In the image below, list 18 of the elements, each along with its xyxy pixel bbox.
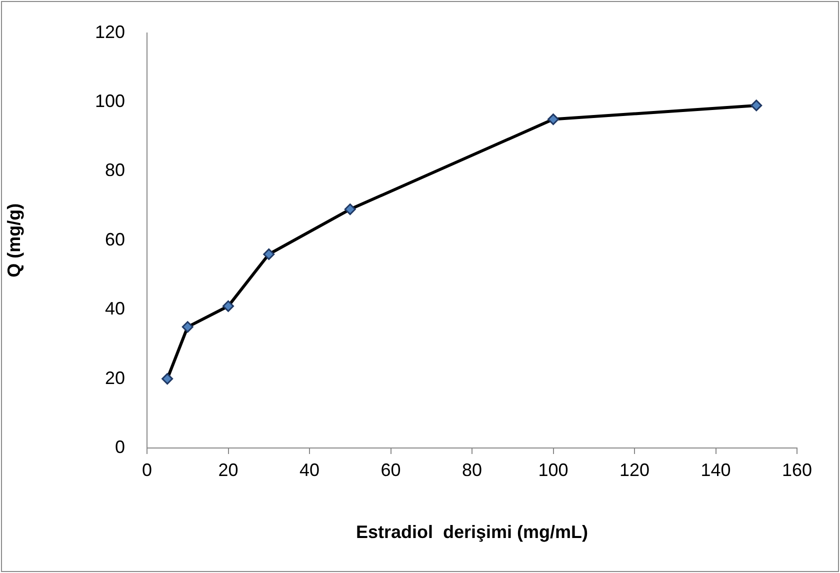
y-tick-label: 60: [104, 229, 125, 250]
x-tick-label: 160: [782, 460, 812, 480]
x-axis-title: Estradiol derişimi (mg/mL): [356, 522, 588, 542]
y-tick-label: 100: [94, 90, 125, 111]
x-tick-label: 80: [462, 460, 482, 480]
y-tick-label: 120: [94, 22, 125, 42]
y-axis-title: Q (mg/g): [4, 203, 24, 278]
y-tick-label: 20: [104, 368, 125, 388]
x-tick-label: 0: [142, 460, 152, 480]
y-tick-label: 0: [114, 436, 125, 457]
x-tick-label: 120: [619, 460, 650, 480]
x-tick-label: 60: [380, 460, 401, 480]
y-tick-label: 40: [104, 298, 125, 319]
x-tick-label: 140: [700, 460, 731, 480]
x-tick-label: 40: [299, 460, 320, 480]
y-tick-label: 80: [104, 160, 125, 180]
x-tick-label: 100: [538, 460, 568, 480]
x-tick-label: 20: [218, 460, 238, 480]
